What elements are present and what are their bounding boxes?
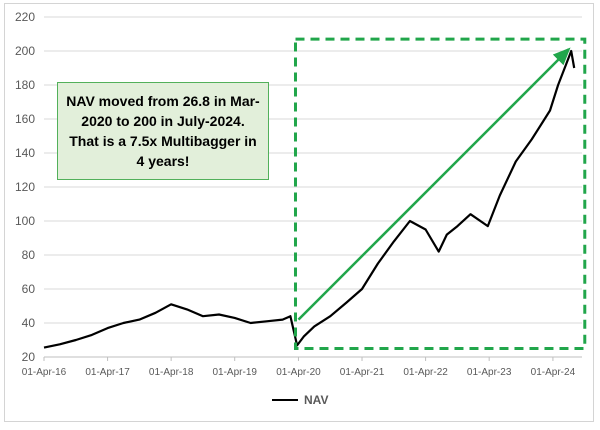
x-tick-label: 01-Apr-18 — [149, 367, 194, 378]
y-tick-label: 80 — [22, 248, 36, 262]
nav-series-line — [43, 49, 576, 349]
x-tick-label: 01-Apr-16 — [22, 367, 67, 378]
y-tick-label: 220 — [15, 10, 35, 24]
y-tick-label: 180 — [15, 78, 35, 92]
highlight-box — [293, 37, 587, 350]
y-tick-label: 100 — [15, 214, 35, 228]
trend-arrow — [297, 47, 571, 321]
x-tick-label: 01-Apr-19 — [212, 367, 257, 378]
chart-frame — [4, 3, 594, 422]
y-tick-label: 140 — [15, 146, 35, 160]
x-tick-label: 01-Apr-23 — [467, 367, 512, 378]
x-tick-label: 01-Apr-22 — [403, 367, 448, 378]
y-tick-label: 160 — [15, 112, 35, 126]
y-tick-label: 200 — [15, 44, 35, 58]
legend: NAV — [272, 390, 328, 410]
x-tick-label: 01-Apr-17 — [85, 367, 130, 378]
y-tick-label: 120 — [15, 180, 35, 194]
y-tick-label: 20 — [22, 350, 36, 364]
x-tick-label: 01-Apr-21 — [340, 367, 385, 378]
legend-swatch — [272, 399, 298, 401]
x-tick-label: 01-Apr-20 — [276, 367, 321, 378]
y-tick-label: 40 — [22, 316, 36, 330]
y-axis-ticks: 20 40 60 80 100 120 140 160 180 200 220 — [15, 10, 35, 364]
y-tick-label: 60 — [22, 282, 36, 296]
annotation-text: NAV moved from 26.8 in Mar-2020 to 200 i… — [66, 93, 260, 169]
x-tick-label: 01-Apr-24 — [531, 367, 576, 378]
annotation-callout: NAV moved from 26.8 in Mar-2020 to 200 i… — [57, 82, 269, 180]
x-axis-ticks: 01-Apr-16 01-Apr-17 01-Apr-18 01-Apr-19 01-A… — [22, 357, 576, 378]
legend-label: NAV — [304, 393, 329, 407]
